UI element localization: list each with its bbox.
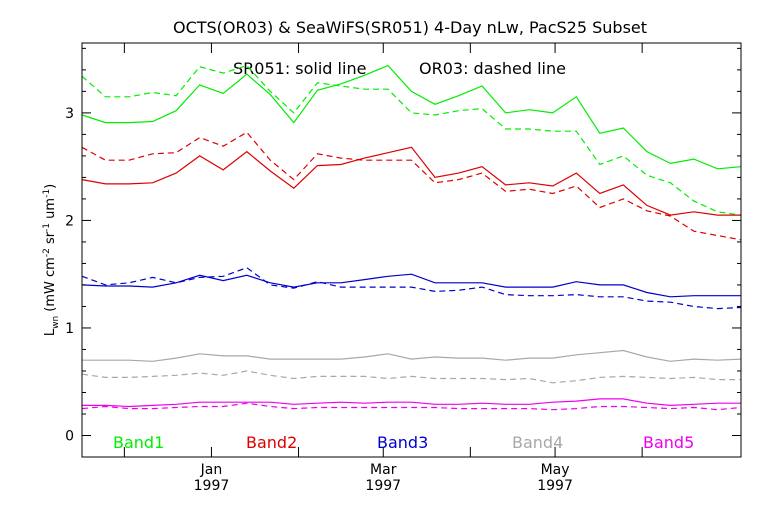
x-tick-label-month: May — [541, 462, 570, 478]
x-tick-label-year: 1997 — [537, 478, 573, 494]
y-label-close: ) — [43, 184, 58, 189]
series-line-band1-solid — [81, 64, 742, 170]
y-label-sup-cm: -2 — [42, 248, 52, 257]
plot-frame — [81, 42, 742, 458]
y-label-main: L — [43, 328, 58, 336]
x-tick-label-year: 1997 — [365, 478, 401, 494]
series-line-band5-dashed — [81, 402, 742, 411]
series-line-band2-solid — [81, 146, 741, 216]
y-label-um: um — [43, 198, 58, 223]
y-label-sup-sr: -1 — [42, 223, 52, 232]
y-label-sup-um: -1 — [42, 189, 52, 198]
legend-item-band2: Band2 — [246, 433, 297, 452]
legend-item-band3: Band3 — [377, 433, 428, 452]
y-tick-label: 3 — [65, 106, 74, 122]
x-tick-label-month: Jan — [200, 462, 223, 478]
y-label-sub: wn — [51, 316, 61, 329]
svg-text:Lwn (mW cm-2 sr-1 um-1): Lwn (mW cm-2 sr-1 um-1) — [42, 184, 61, 336]
series-layer — [81, 64, 742, 411]
series-line-band3-solid — [81, 273, 741, 298]
legend: Band1 Band2 Band3 Band4 Band5 — [113, 433, 694, 452]
series-line-band4-solid — [82, 349, 742, 362]
chart-title: OCTS(OR03) & SeaWiFS(SR051) 4-Day nLw, P… — [173, 18, 647, 37]
y-tick-label: 1 — [65, 321, 74, 337]
legend-item-band4: Band4 — [512, 433, 563, 452]
x-tick-label-year: 1997 — [194, 478, 230, 494]
series-line-band4-dashed — [81, 370, 741, 384]
y-label-sr: sr — [43, 231, 58, 248]
series-line-band2-dashed — [81, 131, 742, 241]
y-axis-label: Lwn (mW cm-2 sr-1 um-1) — [42, 184, 61, 336]
series-line-band1-dashed — [81, 64, 742, 216]
legend-item-band5: Band5 — [643, 433, 694, 452]
x-tick-label-month: Mar — [370, 462, 397, 478]
solid-line-note: SR051: solid line — [233, 59, 366, 78]
y-tick-label: 0 — [65, 428, 74, 444]
series-line-band3-dashed — [81, 267, 742, 310]
dashed-line-note: OR03: dashed line — [419, 59, 566, 78]
y-label-units: (mW cm — [43, 257, 58, 316]
y-tick-label: 2 — [65, 213, 74, 229]
legend-item-band1: Band1 — [113, 433, 164, 452]
series-line-band5-solid — [82, 398, 741, 408]
